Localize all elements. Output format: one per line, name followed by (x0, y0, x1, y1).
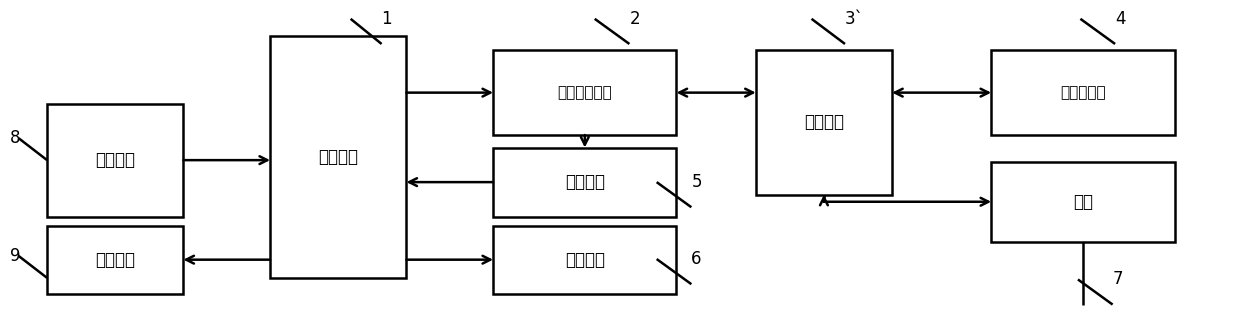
Text: 采集模块: 采集模块 (565, 173, 605, 191)
Text: 2: 2 (629, 10, 641, 28)
Text: 6: 6 (691, 250, 701, 268)
Bar (47, 104, 183, 217)
Text: 超声收发模块: 超声收发模块 (558, 85, 612, 100)
Bar (47, 226, 183, 294)
Bar (493, 226, 676, 294)
Text: 微处理器: 微处理器 (318, 148, 358, 166)
Text: 4: 4 (1115, 10, 1125, 28)
Text: 按键模块: 按键模块 (95, 151, 135, 169)
Bar (270, 36, 406, 278)
Bar (493, 148, 676, 217)
Text: 测温导波杆: 测温导波杆 (1061, 85, 1105, 100)
Text: 9: 9 (10, 247, 20, 265)
Bar (493, 50, 676, 135)
Text: 样件: 样件 (1073, 193, 1093, 211)
Text: 1: 1 (382, 10, 393, 28)
Bar (991, 50, 1175, 135)
Bar (756, 50, 892, 195)
Text: 8: 8 (10, 129, 20, 147)
Bar (991, 162, 1175, 242)
Text: 报警模块: 报警模块 (565, 251, 605, 269)
Text: 5: 5 (691, 173, 701, 191)
Text: 显示模块: 显示模块 (95, 251, 135, 269)
Text: 3`: 3` (845, 10, 864, 28)
Text: 7: 7 (1113, 270, 1123, 289)
Text: 探头模块: 探头模块 (804, 113, 844, 132)
